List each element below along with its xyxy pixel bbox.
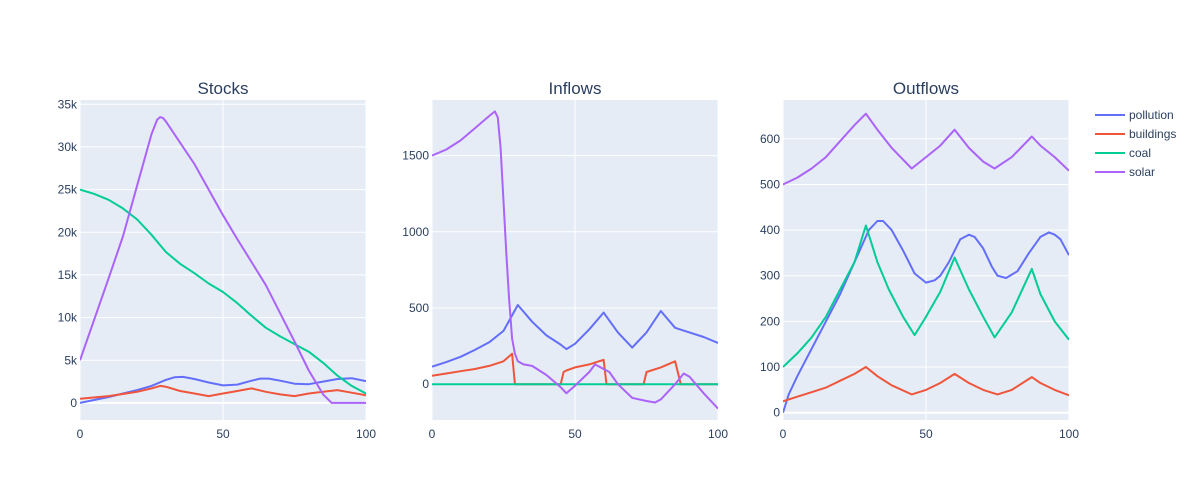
y-tick-label: 100 bbox=[760, 360, 780, 374]
y-tick-label: 500 bbox=[760, 177, 780, 191]
y-tick-label: 10k bbox=[58, 311, 78, 325]
legend-label: buildings bbox=[1129, 127, 1176, 141]
series-line-solar bbox=[783, 112, 1069, 186]
legend-label: pollution bbox=[1129, 108, 1174, 122]
legend-item-buildings[interactable]: buildings bbox=[1095, 127, 1176, 141]
x-tick-label: 100 bbox=[708, 427, 728, 441]
y-tick-label: 30k bbox=[58, 140, 78, 154]
legend: pollution buildings coal solar bbox=[1095, 108, 1176, 179]
series-line-coal bbox=[783, 224, 1069, 368]
y-tick-label: 300 bbox=[760, 269, 780, 283]
legend-item-solar[interactable]: solar bbox=[1095, 165, 1155, 179]
series-line-buildings bbox=[432, 352, 718, 386]
y-tick-label: 200 bbox=[760, 314, 780, 328]
legend-item-pollution[interactable]: pollution bbox=[1095, 108, 1174, 122]
y-tick-label: 400 bbox=[760, 223, 780, 237]
y-tick-label: 25k bbox=[58, 183, 78, 197]
x-tick-label: 100 bbox=[356, 427, 376, 441]
y-tick-label: 20k bbox=[58, 225, 78, 239]
legend-label: coal bbox=[1129, 146, 1151, 160]
subplot-title: Stocks bbox=[197, 79, 248, 98]
subplot-outflows: 0 50 100 0 100 200 300 400 500 600 Outflows bbox=[760, 79, 1079, 441]
y-tick-label: 0 bbox=[70, 396, 77, 410]
x-tick-label: 50 bbox=[216, 427, 230, 441]
series-line-pollution bbox=[783, 220, 1069, 413]
y-tick-label: 35k bbox=[58, 97, 78, 111]
x-tick-label: 0 bbox=[780, 427, 787, 441]
subplot-stocks: 0 50 100 0 5k 10k 15k 20k 25k 30k 35k Stocks bbox=[58, 79, 377, 441]
subplot-title: Inflows bbox=[549, 79, 602, 98]
legend-item-coal[interactable]: coal bbox=[1095, 146, 1151, 160]
x-tick-label: 50 bbox=[919, 427, 933, 441]
x-tick-label: 0 bbox=[77, 427, 84, 441]
y-tick-label: 600 bbox=[760, 132, 780, 146]
series-line-solar bbox=[80, 116, 366, 404]
x-tick-label: 0 bbox=[429, 427, 436, 441]
series-line-pollution bbox=[80, 375, 366, 404]
x-tick-label: 50 bbox=[568, 427, 582, 441]
y-tick-label: 5k bbox=[64, 353, 78, 367]
y-tick-label: 0 bbox=[773, 406, 780, 420]
y-tick-label: 15k bbox=[58, 268, 78, 282]
series-line-pollution bbox=[432, 304, 718, 368]
y-tick-label: 1000 bbox=[402, 225, 429, 239]
subplot-title: Outflows bbox=[893, 79, 959, 98]
y-tick-label: 0 bbox=[422, 377, 429, 391]
series-line-coal bbox=[80, 188, 366, 395]
x-tick-label: 100 bbox=[1059, 427, 1079, 441]
series-line-buildings bbox=[783, 366, 1069, 403]
series-line-solar bbox=[432, 110, 718, 410]
legend-label: solar bbox=[1129, 165, 1155, 179]
y-tick-label: 1500 bbox=[402, 149, 429, 163]
y-tick-label: 500 bbox=[409, 301, 429, 315]
